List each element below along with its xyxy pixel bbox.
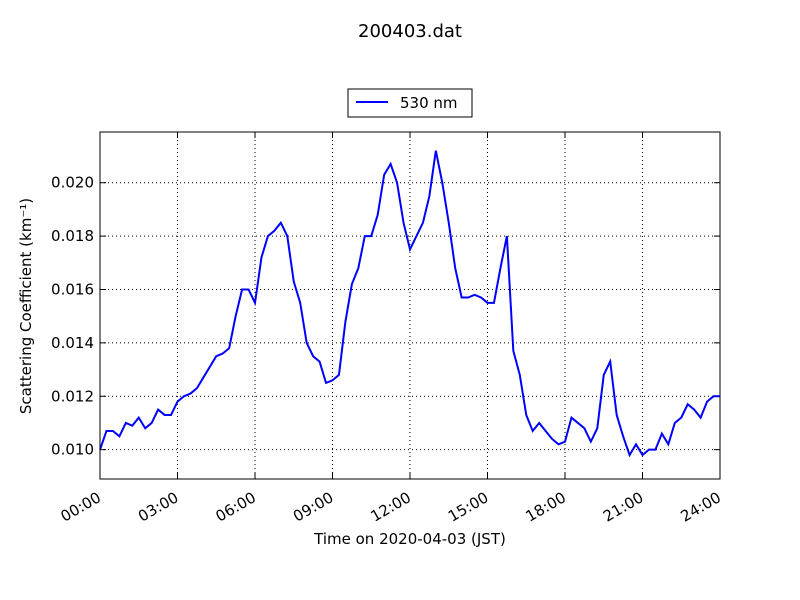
x-tick-label: 12:00 bbox=[368, 488, 414, 525]
data-line bbox=[99, 150, 720, 458]
x-tick-label: 24:00 bbox=[678, 488, 724, 525]
x-tick-label: 00:00 bbox=[58, 488, 104, 525]
y-tick-label: 0.018 bbox=[51, 227, 94, 245]
x-tick-label: 09:00 bbox=[290, 488, 336, 525]
y-tick-label: 0.020 bbox=[51, 174, 94, 192]
y-axis-label: Scattering Coefficient (km⁻¹) bbox=[17, 198, 35, 414]
y-tick-label: 0.016 bbox=[51, 280, 94, 298]
x-tick-label: 15:00 bbox=[445, 488, 491, 525]
x-tick-label: 18:00 bbox=[523, 488, 569, 525]
x-tick-label: 21:00 bbox=[600, 488, 646, 525]
x-tick-label: 03:00 bbox=[135, 488, 181, 525]
y-tick-label: 0.010 bbox=[51, 441, 94, 459]
y-tick-label: 0.012 bbox=[51, 387, 94, 405]
y-tick-label: 0.014 bbox=[51, 334, 94, 352]
x-axis-label: Time on 2020-04-03 (JST) bbox=[313, 530, 506, 548]
x-tick-label: 06:00 bbox=[213, 488, 259, 525]
chart-title: 200403.dat bbox=[358, 21, 462, 42]
legend-label: 530 nm bbox=[400, 94, 458, 112]
plot-frame bbox=[99, 131, 721, 480]
